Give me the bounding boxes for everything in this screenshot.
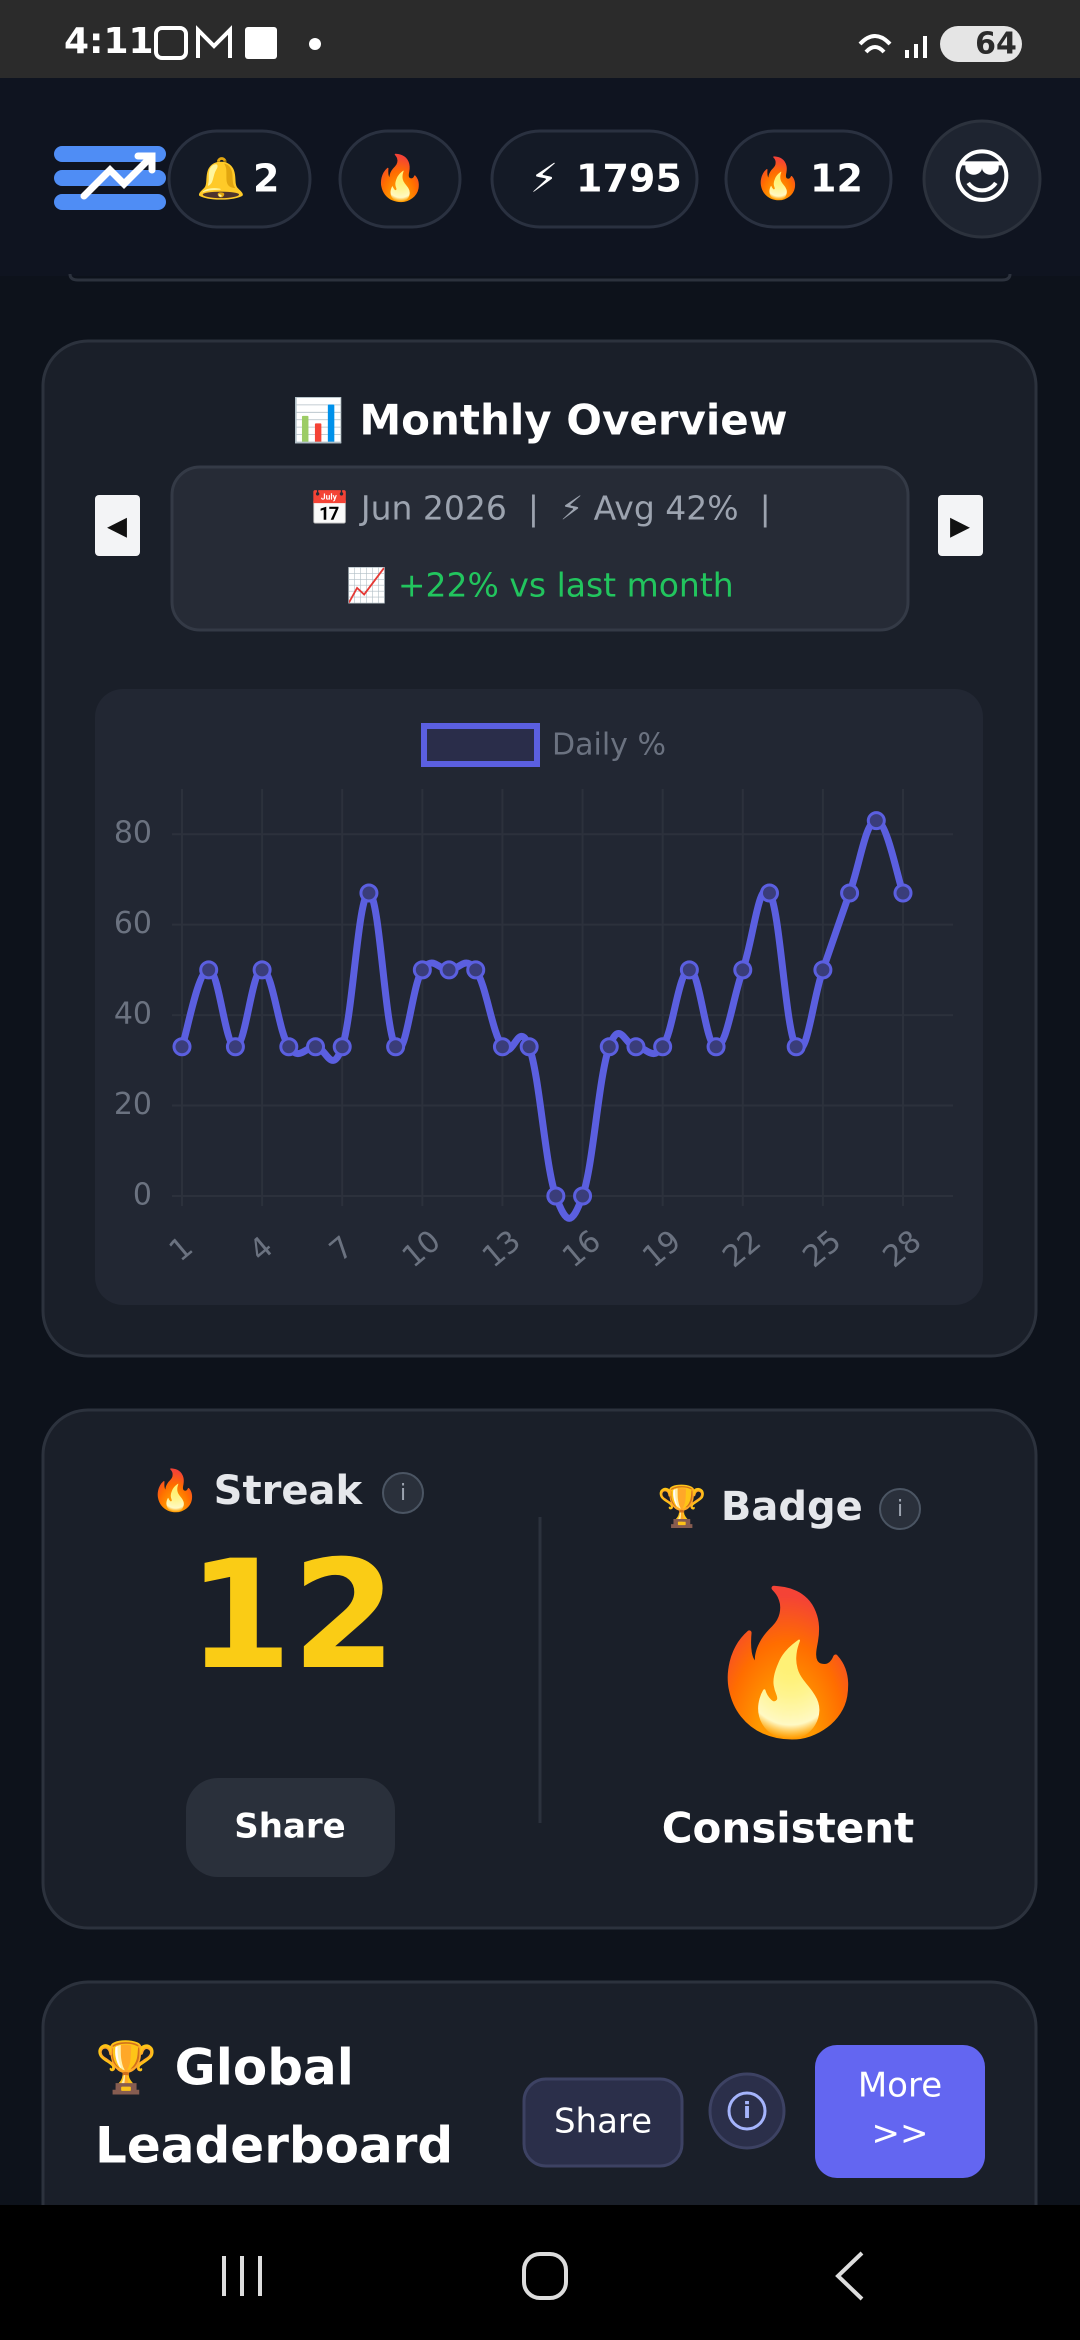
avatar[interactable] <box>922 119 1042 239</box>
badge-info-icon: i <box>897 1497 903 1522</box>
avatar-emoji: 😎 <box>951 143 1014 213</box>
streak-title: 🔥 Streak <box>150 1467 364 1514</box>
streak-share-button[interactable] <box>186 1778 395 1877</box>
chart-panel <box>95 689 983 1305</box>
status-icon <box>309 38 321 50</box>
leaderboard-title: 🏆 Global <box>95 2039 354 2097</box>
signal-icon <box>905 36 927 58</box>
streak-value: 12 <box>188 1529 397 1703</box>
nav-home[interactable] <box>522 2252 568 2300</box>
battery-level: 64 <box>975 27 1017 62</box>
more-button[interactable] <box>815 2045 985 2178</box>
y-tick-label: 20 <box>114 1087 152 1122</box>
data-point <box>759 883 779 903</box>
data-point <box>706 1037 726 1057</box>
data-point <box>679 960 699 980</box>
stat-pill[interactable] <box>167 129 312 229</box>
data-point <box>519 1037 539 1057</box>
more-label: >> <box>872 2114 929 2154</box>
leaderboard-share-label: Share <box>554 2102 652 2142</box>
stat-pill[interactable] <box>338 129 462 229</box>
status-bar <box>0 0 1080 78</box>
leaderboard-info[interactable] <box>708 2072 786 2150</box>
y-tick-label: 80 <box>114 816 152 851</box>
nav-bar <box>0 2205 1080 2340</box>
month-summary-text: 📅 Jun 2026 | ⚡ Avg 42% | <box>309 489 770 528</box>
data-point <box>573 1186 593 1206</box>
data-point <box>626 1037 646 1057</box>
more-label: More <box>858 2066 942 2106</box>
prev-button[interactable] <box>95 495 140 556</box>
status-icon <box>245 27 277 59</box>
status-time: 4:11 <box>64 21 154 62</box>
data-point <box>893 883 913 903</box>
previous-card-edge <box>68 273 1012 282</box>
streak-share-label: Share <box>234 1807 345 1847</box>
data-point <box>279 1037 299 1057</box>
streak-info-icon: i <box>400 1481 406 1506</box>
data-point <box>599 1037 619 1057</box>
data-point <box>359 883 379 903</box>
stat-icon: 🔔 <box>196 156 246 202</box>
wifi-icon <box>858 34 892 54</box>
data-point <box>306 1037 326 1057</box>
data-point <box>840 883 860 903</box>
y-tick-label: 0 <box>133 1178 152 1213</box>
status-icon <box>196 25 232 58</box>
stat-value: 1795 <box>576 157 682 201</box>
overview-title: 📊 Monthly Overview <box>292 396 787 445</box>
stat-icon: ⚡ <box>530 156 558 202</box>
leaderboard-info-ring <box>727 2091 767 2131</box>
stat-value: 2 <box>253 157 279 201</box>
data-point <box>252 960 272 980</box>
prev-arrow: ◀ <box>107 512 127 542</box>
stat-icon: 🔥 <box>753 155 803 202</box>
app-logo[interactable] <box>54 146 166 210</box>
data-point <box>199 960 219 980</box>
leaderboard-info-icon: i <box>743 2099 751 2124</box>
stat-icon: 🔥 <box>373 153 428 204</box>
stat-pill[interactable] <box>490 129 699 229</box>
data-point <box>225 1037 245 1057</box>
badge-info[interactable] <box>879 1488 921 1530</box>
data-point <box>439 960 459 980</box>
legend-label: Daily % <box>552 728 666 763</box>
data-point <box>172 1037 192 1057</box>
data-point <box>492 1037 512 1057</box>
badge-icon: 🔥 <box>701 1582 875 1745</box>
next-arrow: ▶ <box>950 512 970 542</box>
data-point <box>813 960 833 980</box>
data-point <box>332 1037 352 1057</box>
data-point <box>653 1037 673 1057</box>
status-icon <box>154 26 188 60</box>
leaderboard-title: Leaderboard <box>95 2117 453 2175</box>
y-tick-label: 40 <box>114 997 152 1032</box>
battery <box>940 26 1022 62</box>
nav-recents[interactable] <box>222 2256 262 2296</box>
stat-pill[interactable] <box>724 129 893 229</box>
nav-back[interactable] <box>835 2251 864 2301</box>
leaderboard-share-button[interactable] <box>522 2077 684 2168</box>
data-point <box>386 1037 406 1057</box>
data-point <box>866 811 886 831</box>
badge-name: Consistent <box>662 1804 915 1853</box>
legend-swatch <box>421 723 540 767</box>
data-point <box>786 1037 806 1057</box>
data-point <box>412 960 432 980</box>
data-point <box>466 960 486 980</box>
streak-info[interactable] <box>382 1472 424 1514</box>
month-summary <box>170 465 910 632</box>
data-point <box>546 1186 566 1206</box>
badge-title: 🏆 Badge <box>657 1483 863 1530</box>
month-change: 📈 +22% vs last month <box>346 566 733 605</box>
next-button[interactable] <box>938 495 983 556</box>
stat-value: 12 <box>810 157 863 201</box>
y-tick-label: 60 <box>114 906 152 941</box>
data-point <box>733 960 753 980</box>
